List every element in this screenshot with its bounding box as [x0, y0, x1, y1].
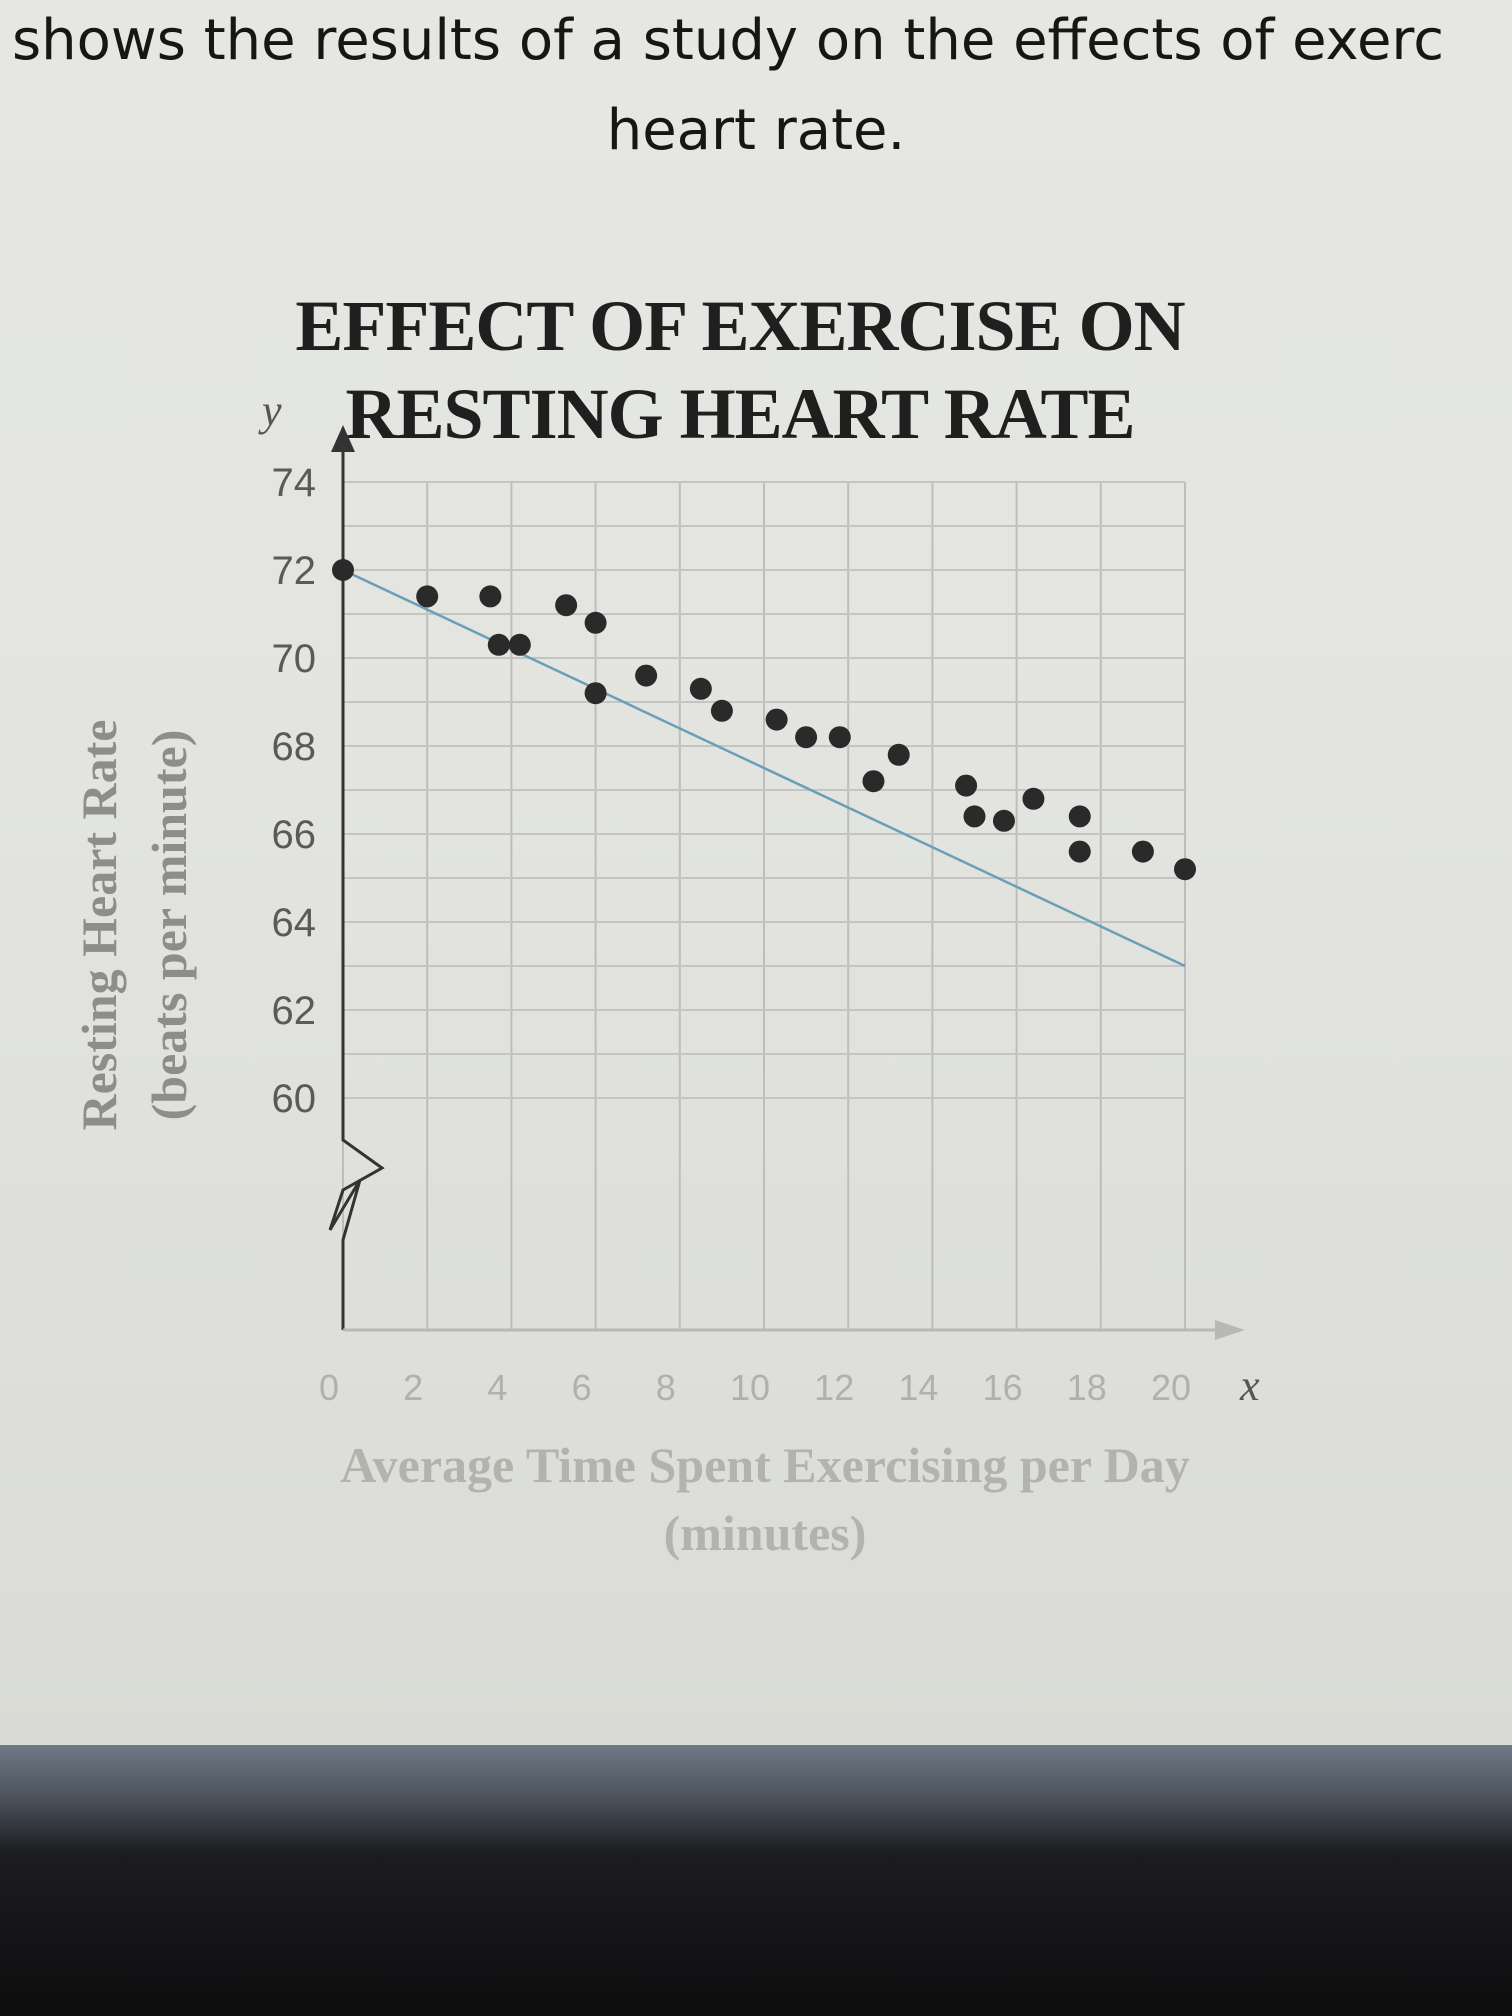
- x-tick-label: 14: [898, 1367, 938, 1408]
- x-tick-labels: 0 2 4 6 8 10 12 14 16 18 20: [319, 1367, 1191, 1408]
- data-point: [963, 805, 986, 828]
- data-point: [992, 809, 1015, 832]
- data-point: [508, 633, 531, 656]
- monitor-bezel: [0, 1745, 1512, 2016]
- intro-text-line-1: shows the results of a study on the effe…: [12, 8, 1444, 73]
- data-point: [862, 770, 885, 793]
- trend-line: [342, 568, 1186, 968]
- data-point: [1174, 858, 1196, 881]
- y-tick-label: 74: [272, 461, 317, 505]
- x-tick-label: 20: [1151, 1367, 1191, 1408]
- data-point: [332, 559, 354, 581]
- x-tick-label: 12: [814, 1367, 854, 1408]
- chart-title-line-1: EFFECT OF EXERCISE ON: [295, 286, 1185, 366]
- data-point: [584, 611, 607, 634]
- data-point: [479, 585, 502, 608]
- y-tick-label: 70: [272, 637, 317, 681]
- y-tick-label: 64: [272, 901, 317, 945]
- data-point: [795, 726, 818, 749]
- x-tick-label: 10: [730, 1367, 770, 1408]
- data-points: [332, 559, 1196, 881]
- y-axis-units: (beats per minute): [141, 730, 197, 1121]
- y-axis-label: Resting Heart Rate: [71, 720, 127, 1131]
- data-point: [635, 664, 658, 687]
- data-point: [1068, 805, 1091, 828]
- data-point: [765, 708, 788, 731]
- y-axis-line: [328, 440, 385, 1330]
- chart-title-line-2: RESTING HEART RATE: [345, 374, 1135, 454]
- data-point: [487, 633, 510, 656]
- data-point: [555, 594, 578, 617]
- x-axis-arrow-icon: [1215, 1320, 1245, 1340]
- data-point: [1022, 787, 1045, 810]
- data-point: [584, 682, 607, 705]
- data-point: [955, 774, 978, 797]
- y-tick-label: 62: [272, 989, 317, 1033]
- y-tick-labels: 60 62 64 66 68 70 72 74: [272, 461, 317, 1121]
- axes: [328, 425, 1245, 1340]
- y-tick-label: 66: [272, 813, 317, 857]
- y-axis-variable: y: [258, 386, 282, 435]
- chart-title: EFFECT OF EXERCISE ON RESTING HEART RATE: [240, 282, 1240, 458]
- data-point: [416, 585, 439, 608]
- x-tick-label: 16: [983, 1367, 1023, 1408]
- intro-text-line-2: heart rate.: [606, 98, 906, 163]
- data-point: [1068, 840, 1091, 863]
- grid: [342, 481, 1186, 1330]
- x-tick-label: 4: [487, 1367, 507, 1408]
- x-axis-variable: x: [1239, 1361, 1260, 1410]
- y-tick-label: 60: [272, 1077, 317, 1121]
- screen: [0, 0, 1512, 1745]
- data-point: [887, 743, 910, 766]
- y-tick-label: 72: [272, 549, 317, 593]
- data-point: [710, 699, 733, 722]
- x-axis-label: Average Time Spent Exercising per Day: [340, 1437, 1190, 1493]
- x-tick-label: 18: [1067, 1367, 1107, 1408]
- x-tick-label: 0: [319, 1367, 339, 1408]
- data-point: [689, 677, 712, 700]
- x-axis-units: (minutes): [664, 1505, 867, 1561]
- x-tick-label: 6: [572, 1367, 592, 1408]
- y-tick-label: 68: [272, 725, 317, 769]
- x-tick-label: 2: [403, 1367, 423, 1408]
- x-tick-label: 8: [656, 1367, 676, 1408]
- data-point: [828, 726, 851, 749]
- data-point: [1131, 840, 1154, 863]
- y-axis-arrow-icon: [331, 425, 355, 452]
